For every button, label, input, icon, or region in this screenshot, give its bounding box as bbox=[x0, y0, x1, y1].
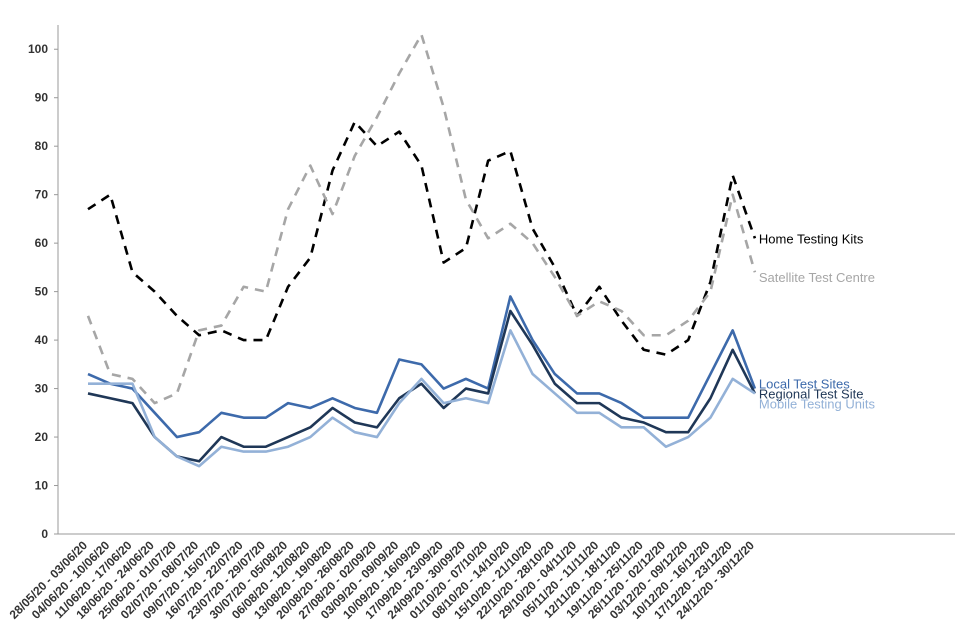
y-tick-label: 80 bbox=[35, 139, 49, 153]
series-line bbox=[86, 33, 757, 405]
series-line bbox=[87, 295, 757, 439]
series-label: Local Test Sites bbox=[759, 377, 850, 392]
y-tick-label: 60 bbox=[35, 236, 49, 250]
series-label: Satellite Test Centre bbox=[759, 270, 875, 285]
series-label: Home Testing Kits bbox=[759, 231, 864, 246]
y-tick-label: 40 bbox=[35, 333, 49, 347]
y-tick-label: 20 bbox=[35, 430, 49, 444]
series-line bbox=[87, 120, 757, 356]
y-tick-label: 100 bbox=[28, 42, 48, 56]
series-line bbox=[88, 329, 756, 468]
y-tick-label: 30 bbox=[35, 382, 49, 396]
y-tick-label: 10 bbox=[35, 479, 49, 493]
y-tick-label: 70 bbox=[35, 188, 49, 202]
series-label: Mobile Testing Units bbox=[759, 396, 876, 411]
y-tick-label: 0 bbox=[41, 527, 48, 541]
y-tick-label: 90 bbox=[35, 91, 49, 105]
y-tick-label: 50 bbox=[35, 285, 49, 299]
series-label: Regional Test Site bbox=[759, 386, 864, 401]
series-line bbox=[87, 309, 757, 463]
